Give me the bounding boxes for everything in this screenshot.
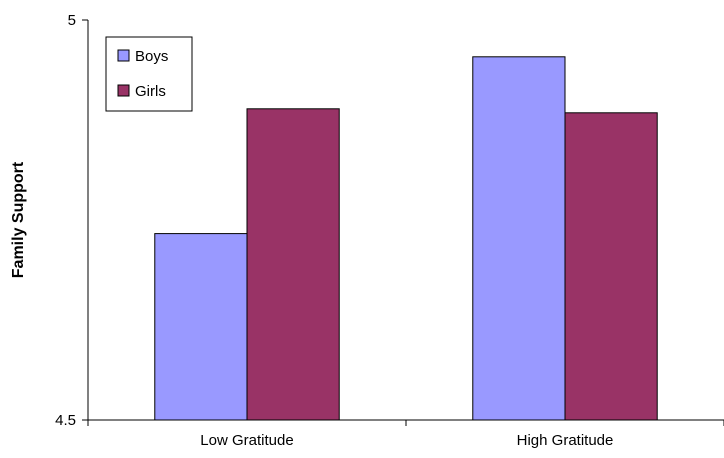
category-label: High Gratitude bbox=[517, 432, 614, 449]
y-axis-title: Family Support bbox=[10, 161, 27, 278]
bar-girls-2 bbox=[564, 112, 658, 421]
y-tick-label: 5 bbox=[68, 12, 76, 29]
legend: Boys Girls bbox=[105, 36, 193, 112]
category-labels: Low Gratitude High Gratitude bbox=[200, 432, 613, 449]
bar-girls-1 bbox=[246, 108, 340, 421]
y-tick-label: 4.5 bbox=[55, 412, 76, 429]
legend-swatch-boys bbox=[117, 49, 130, 62]
category-label: Low Gratitude bbox=[200, 432, 293, 449]
bar-boys-1 bbox=[154, 233, 248, 421]
bar-boys-2 bbox=[472, 56, 566, 421]
legend-label-girls: Girls bbox=[135, 83, 166, 100]
bars bbox=[154, 56, 658, 421]
y-ticks: 4.55 bbox=[55, 12, 88, 429]
legend-swatch-girls bbox=[117, 84, 130, 97]
legend-box bbox=[105, 36, 193, 112]
legend-label-boys: Boys bbox=[135, 48, 168, 65]
x-ticks bbox=[87, 420, 724, 426]
